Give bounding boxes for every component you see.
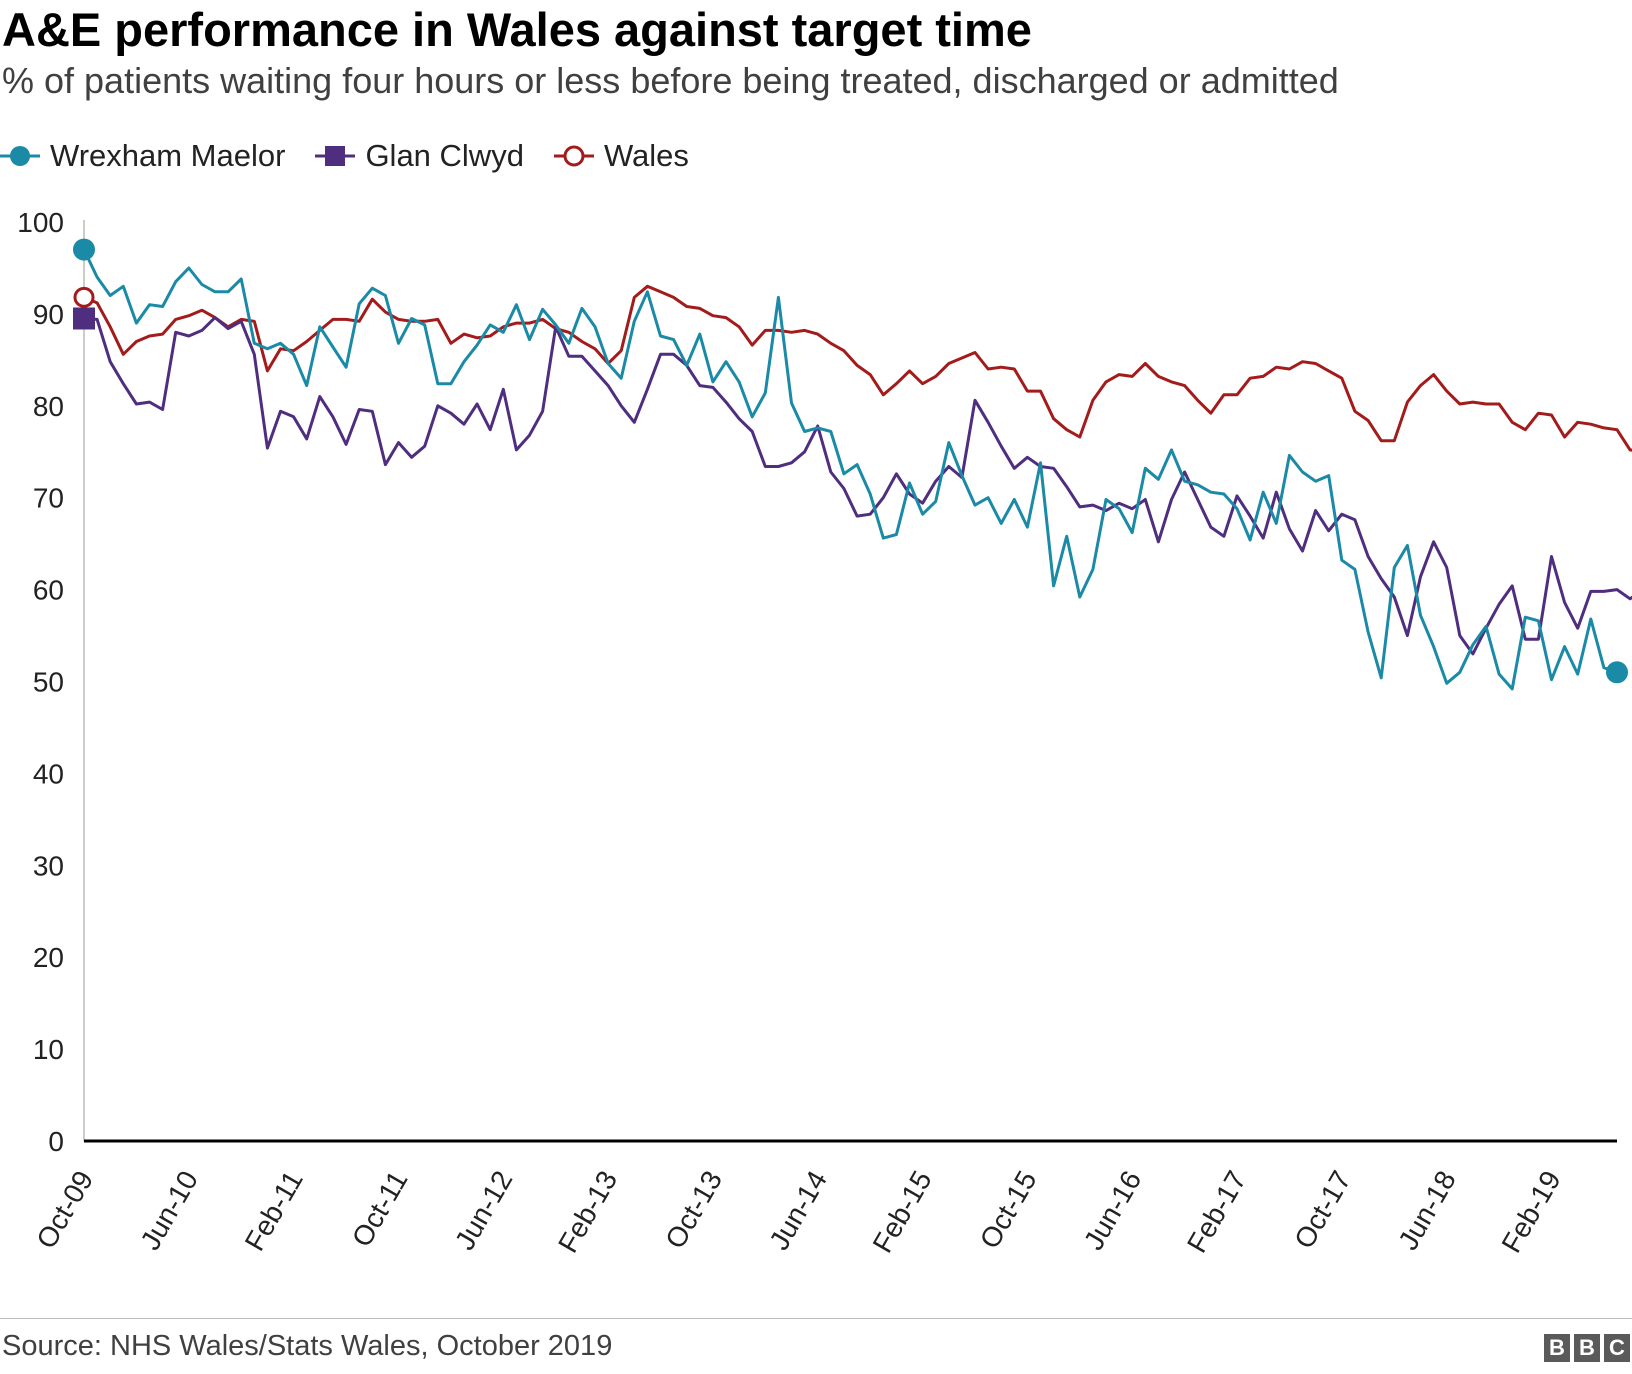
legend: Wrexham Maelor Glan Clwyd Wales: [0, 136, 719, 176]
x-tick-label: Oct-11: [346, 1166, 414, 1252]
y-tick-label: 70: [33, 483, 64, 514]
legend-marker-circle-icon: [0, 146, 40, 166]
legend-marker-open-circle-icon: [553, 145, 594, 167]
legend-item-glan-clwyd: Glan Clwyd: [315, 138, 524, 174]
footer-divider: [0, 1318, 1632, 1319]
series-line-glan-clwyd: [83, 316, 1632, 656]
x-tick-label: Feb-19: [1495, 1166, 1566, 1258]
x-tick-label: Feb-13: [552, 1166, 623, 1258]
chart-subtitle: % of patients waiting four hours or less…: [2, 60, 1339, 101]
end-marker-glan-clwyd: [73, 307, 95, 330]
bbc-logo-letter: B: [1544, 1334, 1570, 1362]
source-note: Source: NHS Wales/Stats Wales, October 2…: [2, 1330, 613, 1362]
end-marker-wrexham-maelor: [1606, 661, 1628, 684]
y-tick-label: 20: [33, 942, 64, 973]
bbc-logo-letter: C: [1604, 1334, 1630, 1362]
y-tick-label: 0: [48, 1126, 64, 1157]
x-tick-label: Oct-15: [974, 1166, 1043, 1254]
legend-marker-square-icon: [315, 146, 356, 166]
x-tick-label: Feb-17: [1181, 1166, 1252, 1258]
x-tick-label: Oct-09: [30, 1166, 99, 1254]
line-chart: 0 10 20 30 40 50 60 70 80 90 100 Oct-09 Jun-10 Feb-11…: [17, 207, 1632, 1258]
y-tick-label: 50: [33, 667, 64, 698]
x-tick-label: Jun-10: [134, 1166, 204, 1256]
series-line-wales: [83, 284, 1632, 452]
x-tick-label: Feb-15: [867, 1166, 938, 1258]
x-tick-label: Jun-12: [449, 1166, 519, 1256]
x-tick-label: Oct-13: [659, 1166, 728, 1254]
legend-item-wrexham-maelor: Wrexham Maelor: [0, 138, 285, 174]
x-tick-label: Oct-17: [1288, 1166, 1357, 1254]
series-line-wrexham-maelor: [82, 248, 1618, 691]
legend-label: Glan Clwyd: [365, 138, 524, 173]
y-tick-label: 40: [33, 758, 64, 789]
y-tick-label: 80: [33, 391, 64, 422]
chart-title: A&E performance in Wales against target …: [2, 3, 1032, 56]
y-tick-label: 90: [33, 299, 64, 330]
x-tick-label: Jun-14: [763, 1166, 833, 1256]
y-tick-label: 100: [17, 207, 64, 238]
bbc-logo: B B C: [1540, 1334, 1630, 1362]
legend-label: Wrexham Maelor: [50, 138, 286, 173]
y-tick-label: 10: [33, 1034, 64, 1065]
end-marker-wales: [73, 286, 95, 308]
x-tick-label: Feb-11: [239, 1166, 309, 1257]
end-marker-wrexham-maelor: [73, 238, 95, 261]
bbc-logo-letter: B: [1574, 1334, 1600, 1362]
y-tick-label: 60: [33, 575, 64, 606]
legend-label: Wales: [603, 138, 689, 173]
y-tick-label: 30: [33, 850, 64, 881]
x-tick-label: Jun-18: [1392, 1166, 1462, 1256]
legend-item-wales: Wales: [553, 138, 689, 174]
x-tick-label: Jun-16: [1078, 1166, 1148, 1256]
